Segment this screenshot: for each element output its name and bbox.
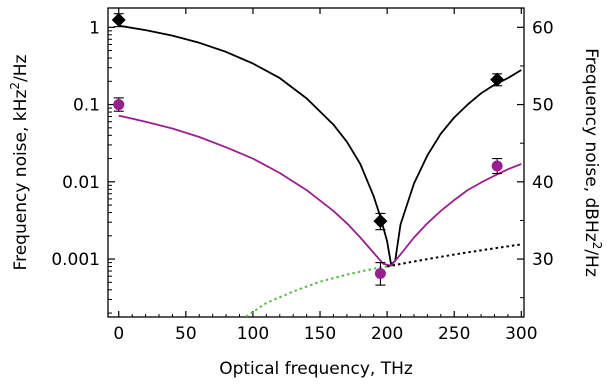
y-axis-left-title-sup: 2 [8, 82, 22, 90]
points-layer [111, 12, 505, 286]
x-tick-label: 50 [175, 324, 197, 344]
series-layer [118, 24, 522, 318]
data-point-circle [113, 99, 125, 111]
series-line-2 [245, 265, 388, 318]
tick-labels: 0 50 100 150 200 250 300 1 0.1 0.01 0.001 30 40 50 60 [51, 18, 553, 344]
plot-frame [107, 7, 525, 318]
data-point-diamond [111, 12, 126, 27]
data-point-diamond [490, 72, 505, 87]
series-line-3 [386, 243, 522, 268]
x-tick-label: 300 [505, 324, 537, 344]
x-tick-label: 100 [237, 324, 269, 344]
y-axis-right-title-main: Frequency noise, dBHz [581, 48, 601, 241]
series-line-0 [118, 24, 522, 266]
y-left-tick-label: 1 [89, 18, 100, 38]
x-tick-label: 250 [438, 324, 470, 344]
y-right-tick-label: 40 [532, 173, 554, 193]
x-tick-label: 0 [113, 324, 124, 344]
x-tick-label: 200 [371, 324, 403, 344]
data-point-diamond [373, 214, 388, 229]
y-axis-right-title-sup: 2 [590, 242, 604, 250]
x-tick-label: 150 [304, 324, 336, 344]
y-left-tick-label: 0.01 [62, 173, 100, 193]
x-axis-title: Optical frequency, THz [219, 359, 413, 379]
y-axis-right-title-suffix: /Hz [581, 249, 601, 277]
y-axis-left-title-main: Frequency noise, kHz [11, 90, 31, 271]
data-point-circle [491, 160, 503, 172]
axis-ticks [108, 8, 524, 317]
y-right-tick-label: 30 [532, 250, 554, 270]
y-right-tick-label: 50 [532, 96, 554, 116]
y-right-tick-label: 60 [532, 18, 554, 38]
y-left-tick-label: 0.001 [51, 250, 100, 270]
y-left-tick-label: 0.1 [73, 96, 100, 116]
data-point-circle [374, 268, 386, 280]
y-axis-right-title: Frequency noise, dBHz2/Hz [581, 48, 604, 277]
y-axis-left-title: Frequency noise, kHz2/Hz [8, 54, 31, 270]
y-axis-left-title-suffix: /Hz [11, 54, 31, 82]
series-line-1 [118, 114, 522, 267]
